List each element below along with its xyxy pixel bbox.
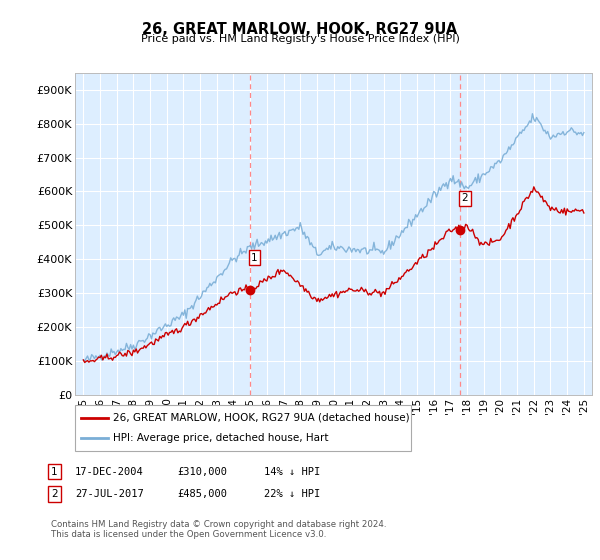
Text: 14% ↓ HPI: 14% ↓ HPI (264, 466, 320, 477)
Text: 22% ↓ HPI: 22% ↓ HPI (264, 489, 320, 499)
Text: 2: 2 (461, 193, 468, 203)
Text: 27-JUL-2017: 27-JUL-2017 (75, 489, 144, 499)
Text: 26, GREAT MARLOW, HOOK, RG27 9UA (detached house): 26, GREAT MARLOW, HOOK, RG27 9UA (detach… (113, 413, 409, 423)
Text: 17-DEC-2004: 17-DEC-2004 (75, 466, 144, 477)
Text: HPI: Average price, detached house, Hart: HPI: Average price, detached house, Hart (113, 433, 328, 443)
Text: 1: 1 (51, 466, 58, 477)
Text: 2: 2 (51, 489, 58, 499)
Text: £485,000: £485,000 (177, 489, 227, 499)
Text: 26, GREAT MARLOW, HOOK, RG27 9UA: 26, GREAT MARLOW, HOOK, RG27 9UA (142, 22, 458, 38)
Text: 1: 1 (251, 253, 258, 263)
Text: Contains HM Land Registry data © Crown copyright and database right 2024.
This d: Contains HM Land Registry data © Crown c… (51, 520, 386, 539)
Text: Price paid vs. HM Land Registry's House Price Index (HPI): Price paid vs. HM Land Registry's House … (140, 34, 460, 44)
Text: £310,000: £310,000 (177, 466, 227, 477)
